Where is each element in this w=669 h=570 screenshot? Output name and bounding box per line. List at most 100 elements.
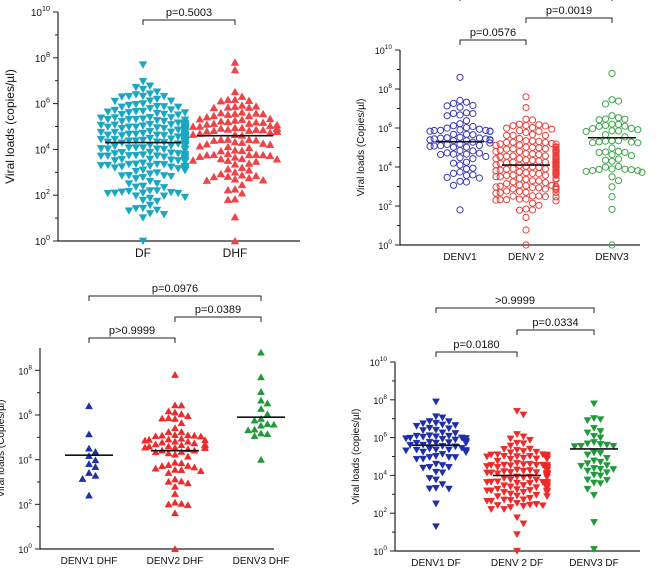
data-point <box>608 112 616 120</box>
data-point <box>486 136 494 144</box>
data-point <box>138 204 148 213</box>
data-point <box>443 173 451 181</box>
data-point <box>257 388 265 395</box>
data-point <box>462 171 471 179</box>
data-point <box>263 410 272 418</box>
data-point <box>402 447 410 455</box>
data-point <box>412 456 421 463</box>
data-point <box>158 431 166 439</box>
data-point <box>159 161 169 169</box>
data-point <box>78 475 87 482</box>
data-point <box>443 134 451 142</box>
data-point <box>159 146 169 154</box>
data-point <box>237 189 247 197</box>
data-point <box>462 137 471 145</box>
data-point <box>522 93 530 101</box>
data-point <box>159 184 169 192</box>
data-point <box>425 475 434 482</box>
y-tick-exponent: 8 <box>46 50 50 59</box>
data-point <box>541 138 550 146</box>
data-point <box>627 124 636 132</box>
data-point <box>596 458 605 466</box>
data-point <box>443 112 451 120</box>
data-point <box>601 100 610 108</box>
data-point <box>159 192 169 200</box>
data-point <box>138 61 148 69</box>
data-point <box>209 103 219 112</box>
data-point <box>589 139 597 147</box>
data-point <box>230 130 240 138</box>
data-point <box>216 154 226 163</box>
data-point <box>608 96 616 104</box>
data-point <box>519 520 528 528</box>
data-point <box>456 126 464 134</box>
series-denv3-dhf <box>244 348 278 463</box>
data-point <box>522 182 530 190</box>
y-tick-exponent: 10 <box>380 356 388 363</box>
y-tick-label: 100 <box>35 233 50 248</box>
data-point <box>503 180 511 188</box>
data-point <box>230 116 240 124</box>
data-point <box>164 407 173 415</box>
p-value-label: >0.9999 <box>495 295 535 307</box>
data-point <box>166 135 176 143</box>
data-point <box>509 152 517 160</box>
data-point <box>438 414 447 422</box>
data-point <box>202 140 212 148</box>
data-point <box>230 95 240 103</box>
x-tick-label: DENV1 DHF <box>61 556 118 567</box>
y-tick-label: 104 <box>18 454 32 466</box>
data-point <box>541 193 550 201</box>
y-tick-base: 10 <box>378 241 388 251</box>
data-point <box>596 434 605 442</box>
data-point <box>171 509 179 517</box>
data-point <box>258 118 268 126</box>
data-point <box>237 171 247 179</box>
data-point <box>577 442 585 450</box>
data-point <box>180 109 190 117</box>
data-point <box>103 108 113 117</box>
data-point <box>528 177 537 185</box>
data-point <box>590 546 598 553</box>
y-tick-base: 10 <box>375 46 385 56</box>
data-point <box>430 126 438 135</box>
y-tick-base: 10 <box>35 100 47 111</box>
data-point <box>202 120 212 128</box>
data-point <box>138 92 148 101</box>
data-point <box>627 166 636 174</box>
y-tick-label: 106 <box>35 96 50 111</box>
data-point <box>91 471 100 479</box>
data-point <box>595 122 603 130</box>
data-point <box>432 453 440 460</box>
data-point <box>124 172 134 180</box>
y-tick-label: 102 <box>378 200 392 212</box>
data-point <box>96 121 106 130</box>
data-point <box>500 446 508 453</box>
data-point <box>406 441 415 449</box>
data-point <box>131 108 141 116</box>
y-tick-base: 10 <box>18 545 28 555</box>
data-point <box>492 147 500 156</box>
data-point <box>519 482 528 490</box>
data-point <box>188 122 198 130</box>
data-point <box>237 92 247 100</box>
series-denv2-dhf <box>141 371 209 553</box>
y-tick-exponent: 0 <box>388 239 392 246</box>
data-point <box>419 455 427 463</box>
data-point <box>223 125 233 133</box>
data-point <box>184 437 192 445</box>
y-tick-exponent: 8 <box>28 364 32 371</box>
data-point <box>528 183 537 191</box>
data-point <box>595 116 603 124</box>
data-point <box>583 476 592 484</box>
data-point <box>506 476 515 484</box>
data-point <box>138 196 148 205</box>
data-point <box>528 124 537 132</box>
data-point <box>519 489 528 496</box>
data-point <box>526 494 534 502</box>
data-point <box>462 439 470 447</box>
data-point <box>166 106 176 114</box>
data-point <box>522 241 530 249</box>
data-point <box>449 109 458 118</box>
